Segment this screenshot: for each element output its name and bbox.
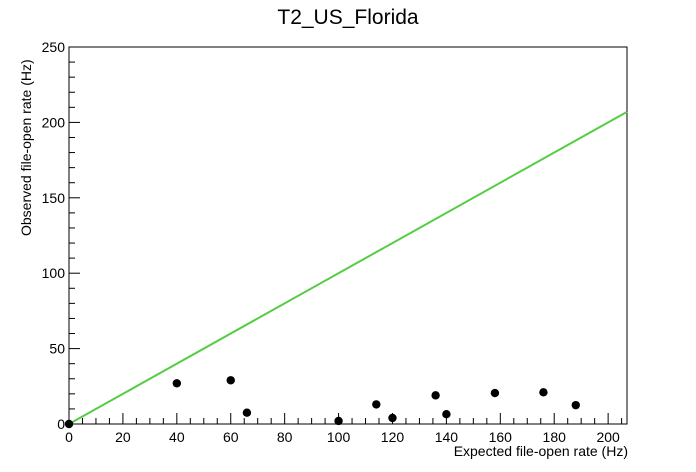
- x-tick-label: 100: [327, 429, 351, 445]
- data-point: [571, 400, 580, 410]
- data-point: [431, 391, 440, 400]
- data-point: [172, 379, 182, 388]
- plot-frame: [68, 46, 628, 425]
- data-point: [388, 413, 397, 423]
- x-tick-label: 80: [277, 429, 293, 445]
- y-tick-label: 250: [42, 39, 66, 55]
- y-tick-label: 100: [42, 265, 66, 281]
- y-tick-label: 200: [42, 114, 66, 130]
- x-tick-label: 40: [169, 429, 185, 445]
- x-tick-label: 120: [381, 429, 405, 445]
- x-tick-label: 160: [489, 429, 513, 445]
- data-point: [539, 388, 548, 397]
- x-tick-label: 20: [115, 429, 131, 445]
- x-axis-label: Expected file-open rate (Hz): [453, 443, 628, 459]
- data-point: [64, 419, 74, 429]
- x-tick-label: 180: [543, 429, 567, 445]
- x-tick-label: 0: [65, 429, 73, 445]
- data-point: [490, 388, 500, 398]
- data-point: [334, 416, 343, 426]
- x-tick-label: 140: [435, 429, 459, 445]
- y-tick-label: 50: [49, 341, 65, 357]
- data-point: [442, 409, 451, 419]
- y-axis-label: Observed file-open rate (Hz): [18, 59, 34, 236]
- data-point: [372, 400, 381, 409]
- x-tick-label: 200: [596, 429, 620, 445]
- chart-title: T2_US_Florida: [277, 6, 419, 29]
- y-tick-label: 150: [42, 190, 66, 206]
- reference-line: [68, 110, 628, 425]
- x-tick-label: 60: [223, 429, 239, 445]
- data-point: [226, 376, 235, 385]
- data-point: [242, 408, 252, 417]
- y-tick-label: 0: [57, 416, 65, 432]
